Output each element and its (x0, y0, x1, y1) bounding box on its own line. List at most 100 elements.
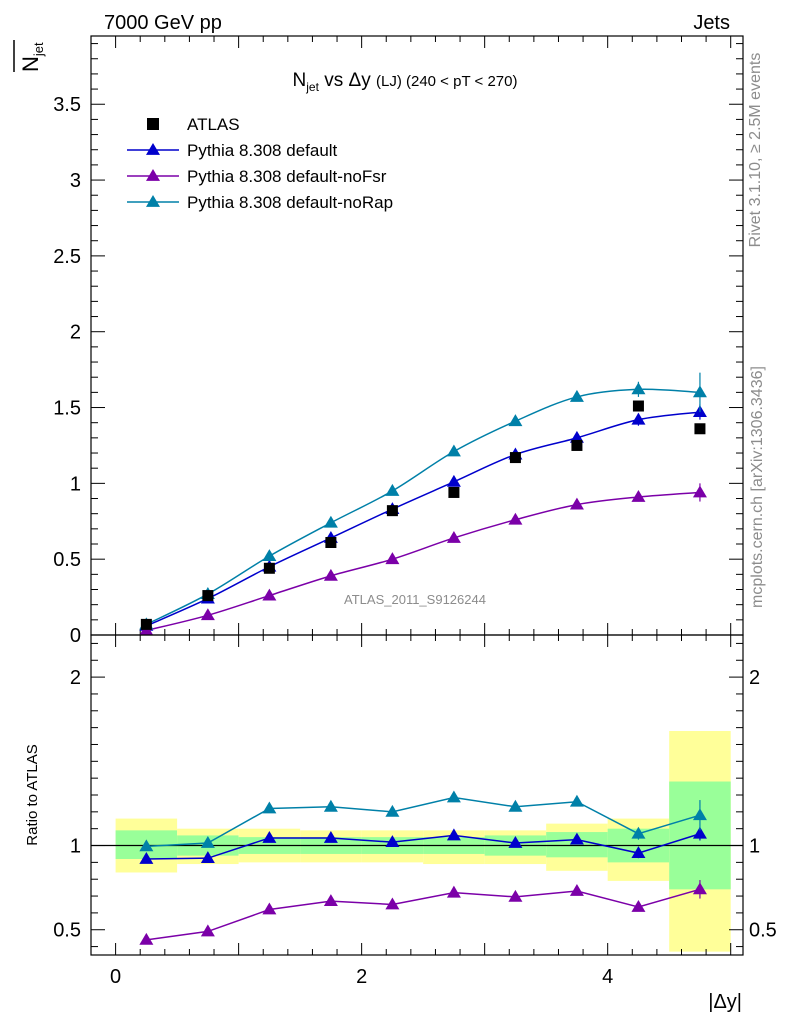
legend-label-3: Pythia 8.308 default-noRap (187, 193, 393, 212)
analysis-watermark: ATLAS_2011_S9126244 (344, 592, 486, 607)
series-3-point (508, 414, 523, 427)
y-tick-label: 3.5 (53, 94, 81, 116)
ratio-series-2-point (323, 799, 338, 812)
series-3-line (146, 388, 700, 626)
mcplots-label: mcplots.cern.ch [arXiv:1306.3436] (749, 366, 766, 608)
main-ylabel-sub: jet (31, 42, 46, 57)
series-2-point (200, 608, 215, 621)
ratio-series-0-point (508, 836, 523, 848)
ratio-series-0-point (139, 852, 154, 864)
ratio-series-0-point (262, 830, 277, 843)
series-3-point (631, 382, 646, 395)
ratio-series-1-point (200, 924, 215, 937)
series-3-point (262, 549, 277, 562)
ratio-y-tick-label-right: 0.5 (749, 920, 777, 942)
ratio-y-tick-label: 0.5 (53, 920, 81, 942)
ratio-series-0-point (385, 835, 400, 848)
atlas-point (140, 618, 152, 630)
ratio-series-1-point (262, 902, 277, 915)
ratio-series-2-point (569, 794, 584, 807)
series-1-point (631, 412, 646, 425)
ratio-y-tick-label: 1 (70, 836, 81, 858)
ratio-series-2-point (508, 799, 523, 812)
x-tick-label: 2 (356, 966, 367, 988)
main-title: Njet vs Δy (LJ) (240 < pT < 270) (293, 70, 518, 94)
ratio-ylabel: Ratio to ATLAS (24, 744, 41, 845)
atlas-point (202, 590, 214, 602)
ratio-series-1-point (631, 900, 646, 912)
atlas-point (694, 423, 706, 435)
ratio-series-0-point (569, 832, 584, 845)
ratio-series-1-point (569, 884, 584, 896)
series-2-point (569, 497, 584, 510)
ratio-y-tick-label: 2 (70, 667, 81, 689)
legend-marker-1 (146, 143, 160, 155)
series-2-point (508, 512, 523, 525)
header-jets-label: Jets (693, 12, 730, 34)
atlas-point (263, 562, 275, 574)
ratio-series-2-point (262, 801, 277, 814)
atlas-point (448, 486, 460, 498)
series-3-point (692, 385, 707, 398)
main-ylabel: Njet (13, 40, 46, 72)
series-2-point (385, 552, 400, 565)
x-tick-label: 0 (110, 966, 121, 988)
series-3-point (569, 389, 584, 402)
ratio-series-1-point (139, 932, 154, 945)
ratio-series-0-line (146, 833, 701, 860)
legend: ATLAS Pythia 8.308 default Pythia 8.308 de… (127, 115, 393, 212)
series-1-point (569, 430, 584, 443)
ratio-series-1-point (692, 882, 707, 895)
atlas-point (571, 439, 583, 451)
ratio-y-tick-label-right: 2 (749, 667, 760, 689)
y-tick-label: 3 (70, 170, 81, 192)
legend-label-2: Pythia 8.308 default-noFsr (187, 167, 387, 186)
y-tick-label: 2 (70, 322, 81, 344)
legend-marker-3 (146, 195, 160, 207)
main-ylabel-main: N (18, 56, 43, 72)
svg-text:Njet: Njet (18, 42, 46, 72)
ratio-series-1-line (146, 888, 701, 941)
series-2-point (323, 568, 338, 581)
legend-atlas-marker (147, 118, 159, 130)
ratio-y-tick-label-right: 1 (749, 836, 760, 858)
ratio-series-0-point (692, 826, 707, 839)
ratio-series-0-point (446, 828, 461, 841)
legend-label-1: Pythia 8.308 default (187, 141, 338, 160)
ratio-series-2-point (200, 836, 215, 848)
x-tick-label: 4 (602, 966, 613, 988)
ratio-series-2-point (692, 808, 707, 821)
ratio-series-2-line (146, 796, 701, 848)
series-3-point (446, 444, 461, 457)
series-2-line (146, 491, 700, 632)
legend-label-0: ATLAS (187, 115, 240, 134)
ratio-series-2-point (139, 839, 154, 852)
rivet-version-label: Rivet 3.1.10, ≥ 2.5M events (747, 53, 764, 248)
y-tick-label: 1.5 (53, 398, 81, 420)
ratio-series-2-point (385, 804, 400, 817)
ratio-series-2-point (446, 790, 461, 803)
ratio-series-1-point (446, 885, 461, 898)
atlas-point (509, 452, 521, 464)
series-3-point (323, 515, 338, 528)
series-2-point (262, 588, 277, 601)
series-1-line (146, 411, 701, 627)
ratio-series-1-point (508, 889, 523, 902)
ratio-series-0-point (631, 846, 646, 859)
ratio-panel: 0 2 4 0.5 0.5 1 1 2 2 (53, 634, 777, 988)
atlas-point (632, 400, 644, 412)
series-2-point (692, 485, 707, 498)
ratio-series-1-point (323, 894, 338, 907)
ratio-series-1-point (385, 897, 400, 910)
atlas-point (325, 536, 337, 548)
series-2-point (446, 530, 461, 543)
atlas-point (386, 505, 398, 517)
ratio-series-0-point (200, 851, 215, 864)
y-tick-label: 0.5 (53, 549, 81, 571)
ratio-series-2-point (631, 826, 646, 839)
y-tick-label: 1 (70, 473, 81, 495)
ratio-frame (90, 634, 744, 956)
ratio-series-0-point (323, 830, 338, 843)
main-panel: 0 0.5 1 1.5 2 2.5 3 3.5 (53, 35, 744, 647)
